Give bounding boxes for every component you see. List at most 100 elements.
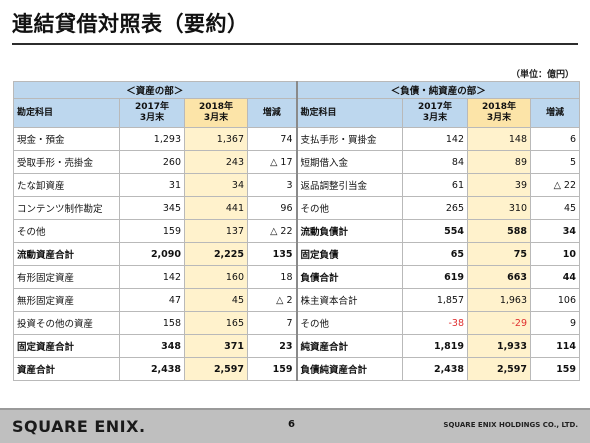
asset-fy2018-cell: 243	[184, 150, 248, 174]
header-year: 2017年	[417, 102, 453, 112]
liab-fy2018-cell: 2,597	[467, 357, 532, 381]
header-year: 2018年	[481, 102, 517, 112]
column-header-row: 勘定科目 2017年 3月末 2018年 3月末 増減 勘定科目 2017年 3月末 …	[13, 98, 581, 128]
header-period: 3月末	[486, 113, 512, 123]
liab-fy2018-cell: 148	[467, 127, 532, 151]
liab-fy2017-cell: 265	[402, 196, 469, 220]
liabilities-group-header: ＜負債・純資産の部＞	[295, 81, 581, 99]
asset-fy2018-cell: 160	[184, 265, 248, 289]
table-row: 投資その他の資産 158 165 7 その他 -38 -29 9	[13, 311, 581, 335]
liab-change-cell: 6	[530, 127, 581, 151]
liab-fy2017-cell: 619	[402, 265, 469, 289]
liab-fy2017-cell: 65	[402, 242, 469, 266]
liab-account-header: 勘定科目	[295, 98, 404, 128]
asset-change-cell: 3	[246, 173, 298, 197]
assets-2018-header: 2018年 3月末	[184, 98, 248, 128]
asset-account-cell: たな卸資産	[13, 173, 120, 197]
asset-account-cell: 資産合計	[13, 357, 120, 381]
title-divider	[12, 43, 578, 45]
liab-change-cell: 114	[530, 334, 581, 358]
asset-fy2017-cell: 2,438	[119, 357, 185, 381]
liab-account-cell: その他	[295, 311, 404, 335]
header-period: 3月末	[203, 113, 229, 123]
table-row: 固定資産合計 348 371 23 純資産合計 1,819 1,933 114	[13, 334, 581, 358]
asset-fy2018-cell: 441	[184, 196, 248, 220]
header-year: 2017年	[134, 102, 170, 112]
assets-account-header: 勘定科目	[13, 98, 120, 128]
asset-account-cell: コンテンツ制作勘定	[13, 196, 120, 220]
liab-account-cell: 負債合計	[295, 265, 404, 289]
liab-change-cell: 44	[530, 265, 581, 289]
liab-change-cell: 106	[530, 288, 581, 312]
table-row: その他 159 137 △ 22 流動負債計 554 588 34	[13, 219, 581, 243]
asset-change-cell: 23	[246, 334, 298, 358]
asset-fy2018-cell: 45	[184, 288, 248, 312]
asset-fy2018-cell: 34	[184, 173, 248, 197]
assets-2017-header: 2017年 3月末	[119, 98, 185, 128]
assets-group-header: ＜資産の部＞	[12, 81, 298, 99]
liab-change-cell: 45	[530, 196, 581, 220]
asset-account-cell: 受取手形・売掛金	[13, 150, 120, 174]
liab-fy2017-cell: 142	[402, 127, 469, 151]
asset-fy2017-cell: 260	[119, 150, 185, 174]
asset-fy2017-cell: 159	[119, 219, 185, 243]
liab-2018-header: 2018年 3月末	[467, 98, 532, 128]
asset-change-cell: △ 2	[246, 288, 298, 312]
asset-change-cell: △ 17	[246, 150, 298, 174]
asset-fy2018-cell: 371	[184, 334, 248, 358]
liab-fy2017-cell: -38	[402, 311, 469, 335]
liab-fy2018-cell: 663	[467, 265, 532, 289]
table-row: コンテンツ制作勘定 345 441 96 その他 265 310 45	[13, 196, 581, 220]
page-number: 6	[288, 419, 295, 430]
asset-change-cell: 96	[246, 196, 298, 220]
asset-account-cell: 投資その他の資産	[13, 311, 120, 335]
liab-fy2018-cell: 75	[467, 242, 532, 266]
asset-change-cell: 7	[246, 311, 298, 335]
company-name: SQUARE ENIX HOLDINGS CO., LTD.	[443, 421, 578, 429]
header-period: 3月末	[422, 113, 448, 123]
liab-account-cell: 短期借入金	[295, 150, 404, 174]
asset-change-cell: △ 22	[246, 219, 298, 243]
liab-change-cell: △ 22	[530, 173, 581, 197]
asset-fy2017-cell: 348	[119, 334, 185, 358]
liab-change-cell: 5	[530, 150, 581, 174]
liab-2017-header: 2017年 3月末	[402, 98, 469, 128]
asset-change-cell: 159	[246, 357, 298, 381]
asset-fy2018-cell: 2,597	[184, 357, 248, 381]
asset-fy2017-cell: 1,293	[119, 127, 185, 151]
liab-change-cell: 34	[530, 219, 581, 243]
asset-fy2017-cell: 142	[119, 265, 185, 289]
liab-account-cell: 純資産合計	[295, 334, 404, 358]
liab-account-cell: 返品調整引当金	[295, 173, 404, 197]
asset-account-cell: 固定資産合計	[13, 334, 120, 358]
liab-fy2017-cell: 554	[402, 219, 469, 243]
liab-fy2017-cell: 1,857	[402, 288, 469, 312]
page-title: 連結貸借対照表（要約）	[12, 12, 249, 36]
table-row: 資産合計 2,438 2,597 159 負債純資産合計 2,438 2,597 159	[13, 357, 581, 381]
table-row: 現金・預金 1,293 1,367 74 支払手形・買掛金 142 148 6	[13, 127, 581, 151]
liab-change-cell: 10	[530, 242, 581, 266]
liab-fy2017-cell: 84	[402, 150, 469, 174]
liab-account-cell: 支払手形・買掛金	[295, 127, 404, 151]
liab-fy2018-cell: 588	[467, 219, 532, 243]
table-row: 有形固定資産 142 160 18 負債合計 619 663 44	[13, 265, 581, 289]
liab-account-cell: 固定負債	[295, 242, 404, 266]
asset-account-cell: 無形固定資産	[13, 288, 120, 312]
liab-fy2018-cell: -29	[467, 311, 532, 335]
unit-label: （単位：億円）	[510, 70, 574, 80]
footer-bar: SQUARE ENIX. 6 SQUARE ENIX HOLDINGS CO.,…	[0, 408, 590, 443]
liab-fy2018-cell: 89	[467, 150, 532, 174]
asset-fy2017-cell: 47	[119, 288, 185, 312]
liab-fy2018-cell: 39	[467, 173, 532, 197]
asset-change-cell: 74	[246, 127, 298, 151]
liab-fy2018-cell: 1,963	[467, 288, 532, 312]
liab-fy2018-cell: 310	[467, 196, 532, 220]
table-row: たな卸資産 31 34 3 返品調整引当金 61 39 △ 22	[13, 173, 581, 197]
header-period: 3月末	[139, 113, 165, 123]
liab-fy2017-cell: 61	[402, 173, 469, 197]
liab-fy2018-cell: 1,933	[467, 334, 532, 358]
table-row: 無形固定資産 47 45 △ 2 株主資本合計 1,857 1,963 106	[13, 288, 581, 312]
asset-fy2017-cell: 2,090	[119, 242, 185, 266]
asset-account-cell: その他	[13, 219, 120, 243]
liab-change-header: 増減	[530, 98, 581, 128]
